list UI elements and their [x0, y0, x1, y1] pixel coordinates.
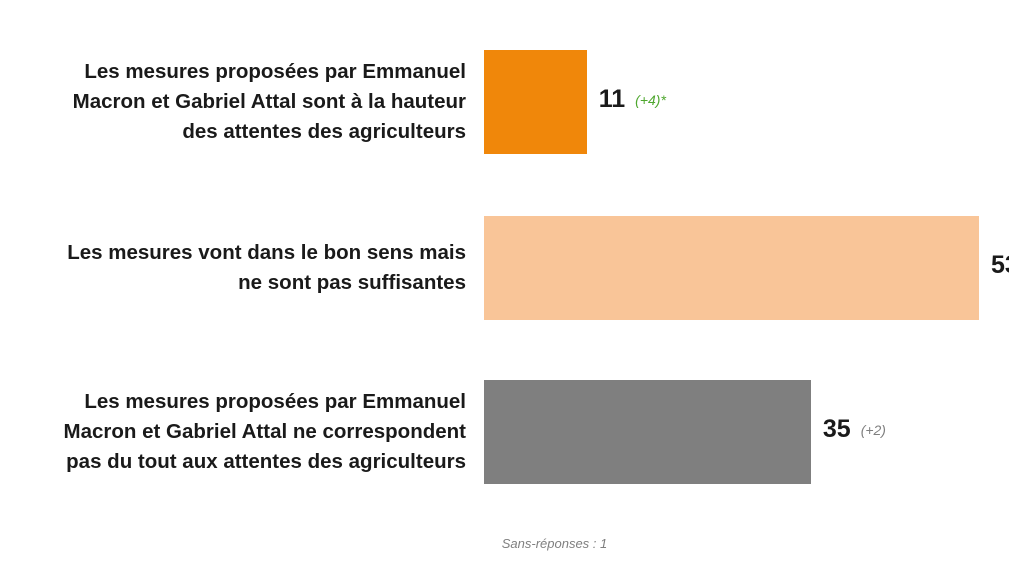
category-label-line: ne sont pas suffisantes [238, 271, 466, 294]
category-label: Les mesures proposées par Emmanuel Macron… [6, 387, 466, 477]
category-label-line: Macron et Gabriel Attal sont à la hauteu… [72, 90, 466, 113]
change-label: (+4)* [635, 92, 666, 108]
data-label: 11 (+4)* [599, 85, 666, 114]
data-label: 35 (+2) [823, 415, 886, 444]
change-label: (+2) [860, 422, 886, 438]
category-label-line: Les mesures proposées par Emmanuel [84, 390, 466, 413]
category-label-line: Les mesures proposées par Emmanuel [84, 60, 466, 83]
bar [484, 380, 811, 484]
data-label: 53 [991, 251, 1009, 280]
bar [484, 216, 979, 320]
value-label: 11 [598, 85, 626, 113]
category-label: Les mesures vont dans le bon sens mais ne… [6, 238, 466, 298]
category-label-line: pas du tout aux attentes des agriculteur… [66, 450, 466, 473]
bar [484, 50, 587, 154]
category-label: Les mesures proposées par Emmanuel Macron… [6, 57, 466, 147]
footnote: Sans-réponses : 1 [501, 536, 608, 551]
category-label-line: des attentes des agriculteurs [182, 120, 466, 143]
category-label-line: Macron et Gabriel Attal ne correspondent [63, 420, 466, 443]
value-label: 35 [822, 415, 851, 443]
category-label-line: Les mesures vont dans le bon sens mais [67, 241, 466, 264]
value-label: 53 [991, 251, 1009, 279]
